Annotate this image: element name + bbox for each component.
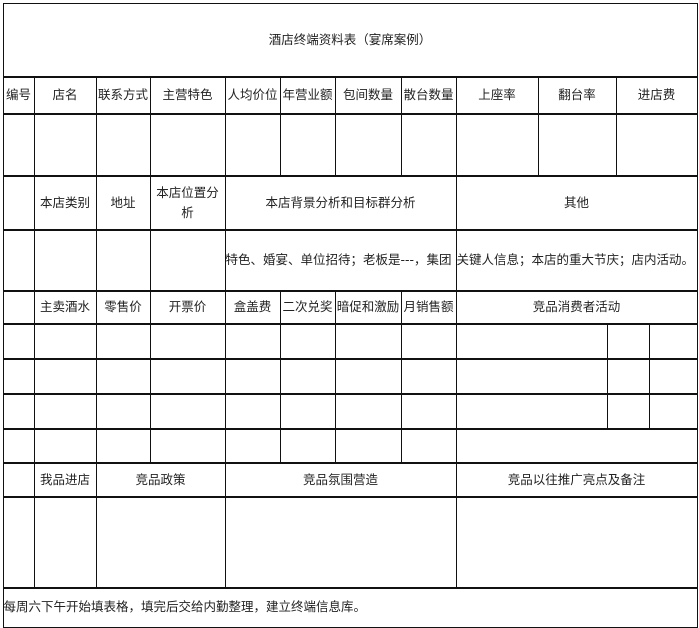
address-input[interactable] — [95, 228, 151, 292]
sales-input-cell[interactable] — [95, 322, 151, 360]
sales-input-cell[interactable] — [334, 392, 402, 430]
basic-input-cell[interactable] — [2, 112, 35, 177]
sales-input-cell[interactable] — [279, 357, 336, 395]
other-value[interactable]: 关键人信息；本店的重大节庆；店内活动。 — [455, 228, 698, 292]
sales-input-cell[interactable] — [224, 427, 281, 464]
sales-header-cell: 二次兑奖 — [279, 289, 336, 325]
sales-input-cell[interactable] — [33, 322, 97, 360]
sales-header-cell: 暗促和激励 — [334, 289, 402, 325]
sales-header-cell: 月销售额 — [400, 289, 457, 325]
sales-input-cell[interactable] — [224, 357, 281, 395]
basic-header-cell: 编号 — [2, 75, 35, 115]
basic-input-cell[interactable] — [615, 112, 698, 177]
sales-input-cell[interactable] — [2, 392, 35, 430]
basic-header-cell: 年营业额 — [279, 75, 336, 115]
sales-input-cell[interactable] — [149, 392, 226, 430]
activity-input-cell[interactable] — [606, 357, 650, 395]
address-header: 地址 — [95, 174, 151, 231]
sales-input-cell[interactable] — [224, 392, 281, 430]
sales-input-cell[interactable] — [2, 357, 35, 395]
sales-input-cell[interactable] — [33, 357, 97, 395]
basic-header-cell: 店名 — [33, 75, 97, 115]
activity-input-cell[interactable] — [455, 392, 608, 430]
sales-header-cell: 开票价 — [149, 289, 226, 325]
sales-header-cell: 零售价 — [95, 289, 151, 325]
basic-input-cell[interactable] — [537, 112, 617, 177]
basic-header-cell: 翻台率 — [537, 75, 617, 115]
basic-header-cell: 联系方式 — [95, 75, 151, 115]
category-input[interactable] — [33, 228, 97, 292]
activity-input-cell[interactable] — [606, 392, 650, 430]
sales-input-cell[interactable] — [95, 427, 151, 464]
sales-input-cell[interactable] — [95, 392, 151, 430]
sales-input-cell[interactable] — [33, 427, 97, 464]
blank-cell — [2, 461, 35, 498]
sales-input-cell[interactable] — [149, 357, 226, 395]
activity-input-cell[interactable] — [648, 357, 698, 395]
background-header: 本店背景分析和目标群分析 — [224, 174, 457, 231]
sales-input-cell[interactable] — [224, 322, 281, 360]
blank-cell — [2, 228, 35, 292]
sales-input-cell[interactable] — [400, 427, 457, 464]
our-entry-input[interactable] — [33, 495, 97, 589]
blank-cell — [2, 495, 35, 589]
sales-input-cell[interactable] — [279, 322, 336, 360]
atmosphere-header: 竞品氛围营造 — [224, 461, 457, 498]
sales-input-cell[interactable] — [334, 357, 402, 395]
sales-input-cell[interactable] — [2, 427, 35, 464]
sales-input-cell[interactable] — [400, 357, 457, 395]
sales-input-cell[interactable] — [400, 322, 457, 360]
sales-input-cell[interactable] — [149, 322, 226, 360]
sales-input-cell[interactable] — [279, 392, 336, 430]
basic-header-cell: 进店费 — [615, 75, 698, 115]
activity-input-cell[interactable] — [648, 322, 698, 360]
background-value[interactable]: 特色、婚宴、单位招待；老板是---，集团 — [224, 228, 457, 292]
activity-input-cell[interactable] — [606, 322, 650, 360]
our-entry-header: 我品进店 — [33, 461, 97, 498]
basic-input-cell[interactable] — [95, 112, 151, 177]
policy-header: 竞品政策 — [95, 461, 226, 498]
sales-input-cell[interactable] — [279, 427, 336, 464]
location-input[interactable] — [149, 228, 226, 292]
sales-header-cell: 主卖酒水 — [33, 289, 97, 325]
activity-input-cell[interactable] — [648, 392, 698, 430]
basic-header-cell: 主营特色 — [149, 75, 226, 115]
basic-header-cell: 散台数量 — [400, 75, 457, 115]
sales-input-cell[interactable] — [149, 427, 226, 464]
activity-input-cell[interactable] — [455, 322, 608, 360]
activity-input-cell[interactable] — [455, 357, 608, 395]
blank-cell — [2, 174, 35, 231]
basic-header-cell: 包间数量 — [334, 75, 402, 115]
blank-cell — [2, 289, 35, 325]
basic-input-cell[interactable] — [149, 112, 226, 177]
form-title: 酒店终端资料表（宴席案例） — [2, 2, 698, 78]
location-header: 本店位置分析 — [149, 174, 226, 231]
basic-input-cell[interactable] — [279, 112, 336, 177]
highlights-input[interactable] — [455, 495, 698, 589]
sales-input-cell[interactable] — [95, 357, 151, 395]
basic-input-cell[interactable] — [400, 112, 457, 177]
sales-header-cell: 盒盖费 — [224, 289, 281, 325]
sales-input-cell[interactable] — [334, 427, 402, 464]
competitor-activity-header: 竞品消费者活动 — [455, 289, 698, 325]
basic-input-cell[interactable] — [224, 112, 281, 177]
highlights-header: 竞品以往推广亮点及备注 — [455, 461, 698, 498]
basic-input-cell[interactable] — [334, 112, 402, 177]
sales-input-cell[interactable] — [400, 392, 457, 430]
sales-input-cell[interactable] — [2, 322, 35, 360]
basic-header-cell: 人均价位 — [224, 75, 281, 115]
footer-note: 每周六下午开始填表格，填完后交给内勤整理，建立终端信息库。 — [2, 586, 698, 628]
activity-input-cell[interactable] — [455, 427, 698, 464]
atmosphere-input[interactable] — [224, 495, 457, 589]
other-header: 其他 — [455, 174, 698, 231]
category-header: 本店类别 — [33, 174, 97, 231]
sales-input-cell[interactable] — [33, 392, 97, 430]
policy-input[interactable] — [95, 495, 226, 589]
sales-input-cell[interactable] — [334, 322, 402, 360]
basic-input-cell[interactable] — [455, 112, 539, 177]
basic-input-cell[interactable] — [33, 112, 97, 177]
basic-header-cell: 上座率 — [455, 75, 539, 115]
